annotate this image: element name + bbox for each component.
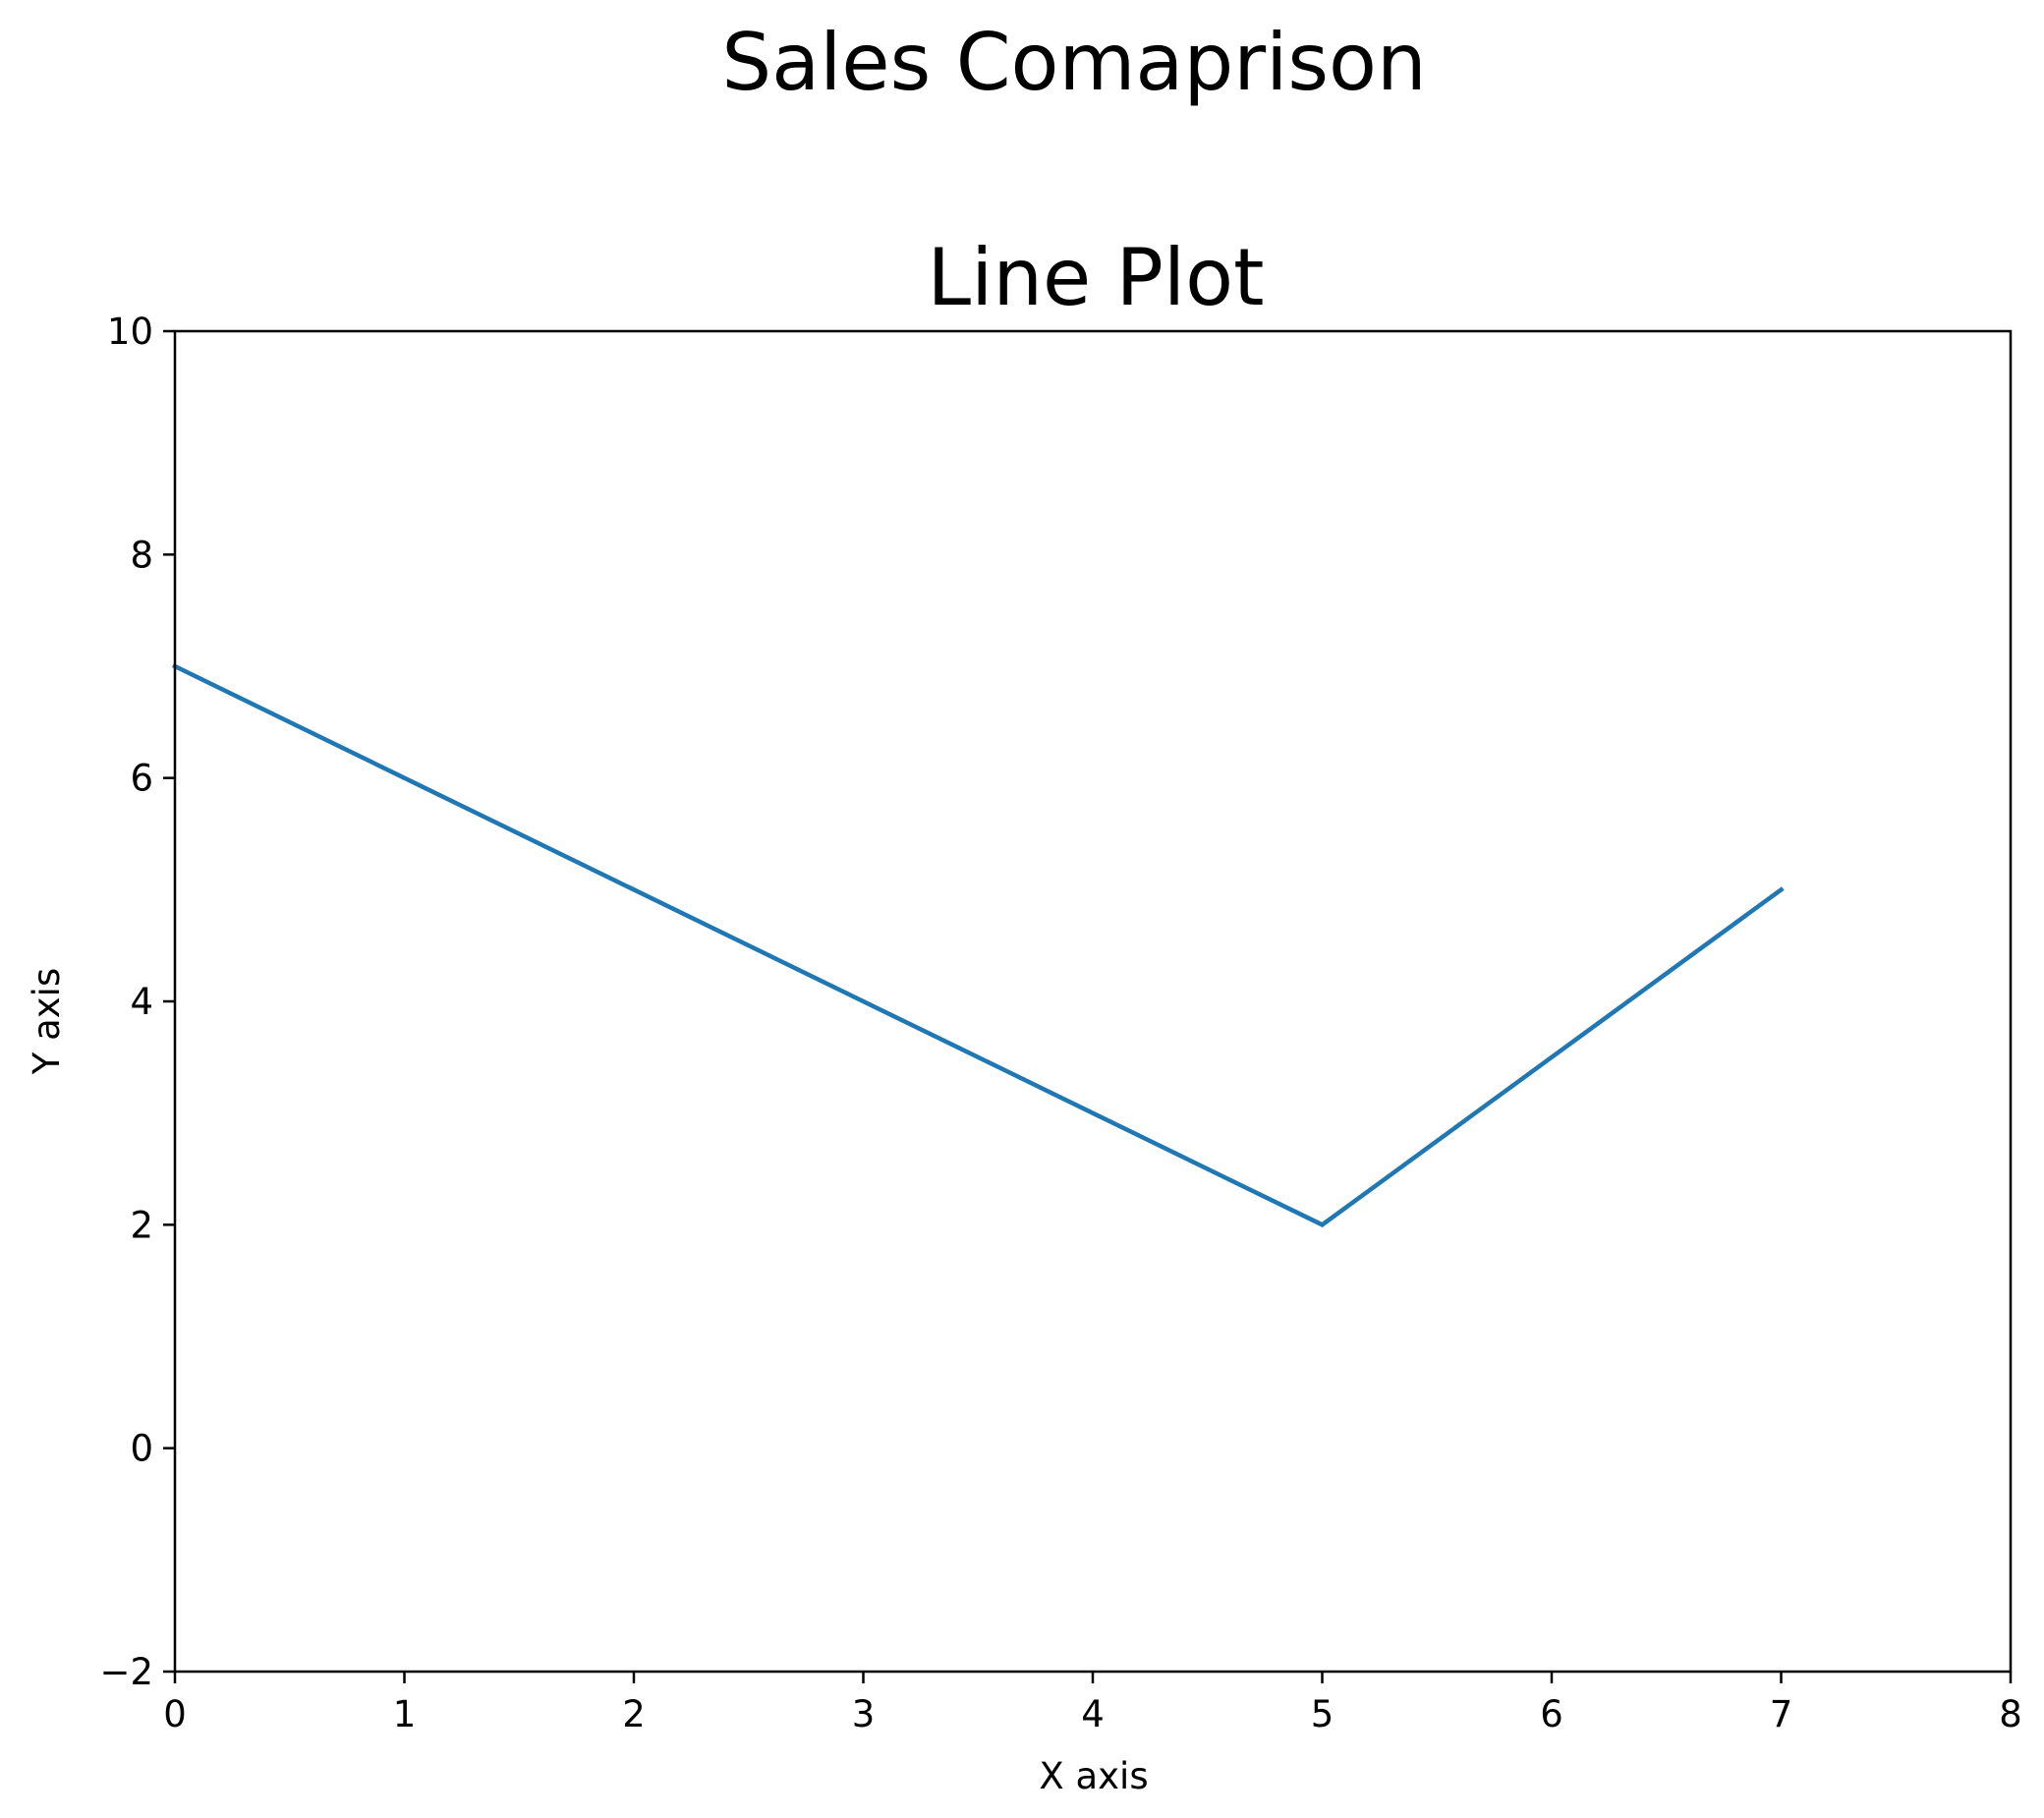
plot-area-frame bbox=[173, 329, 2013, 1674]
figure-suptitle: Sales Comaprison bbox=[721, 17, 1426, 108]
x-tick-label: 0 bbox=[163, 1693, 187, 1735]
x-axis-label: X axis bbox=[1039, 1755, 1148, 1797]
chart-title: Line Plot bbox=[928, 232, 1265, 323]
x-axis-ticks: 0 1 2 3 4 5 6 7 8 bbox=[163, 1672, 2022, 1735]
x-tick-label: 6 bbox=[1540, 1693, 1563, 1735]
data-point bbox=[1780, 887, 1784, 891]
x-tick-label: 1 bbox=[393, 1693, 417, 1735]
y-tick-label: 0 bbox=[130, 1428, 153, 1470]
data-point bbox=[632, 887, 636, 891]
data-point bbox=[1550, 1055, 1554, 1059]
x-tick-label: 8 bbox=[1999, 1693, 2022, 1735]
y-tick-label: 10 bbox=[107, 311, 153, 353]
x-tick-label: 7 bbox=[1770, 1693, 1793, 1735]
data-point bbox=[403, 776, 407, 780]
data-point bbox=[862, 999, 866, 1003]
data-point bbox=[1091, 1111, 1095, 1115]
x-tick-label: 3 bbox=[852, 1693, 876, 1735]
y-axis-label: Y axis bbox=[26, 968, 68, 1076]
y-axis-ticks: −2 0 2 4 6 8 10 bbox=[99, 311, 175, 1693]
y-tick-label: 8 bbox=[130, 534, 153, 576]
y-tick-label: −2 bbox=[99, 1651, 153, 1693]
y-tick-label: 4 bbox=[130, 981, 153, 1023]
x-tick-label: 4 bbox=[1081, 1693, 1105, 1735]
data-point bbox=[1321, 1222, 1325, 1226]
series-layer bbox=[171, 662, 1785, 1227]
y-tick-label: 6 bbox=[130, 758, 153, 800]
y-tick-label: 2 bbox=[130, 1204, 153, 1246]
x-tick-label: 2 bbox=[622, 1693, 646, 1735]
x-tick-label: 5 bbox=[1311, 1693, 1334, 1735]
series-line bbox=[171, 662, 1785, 1227]
